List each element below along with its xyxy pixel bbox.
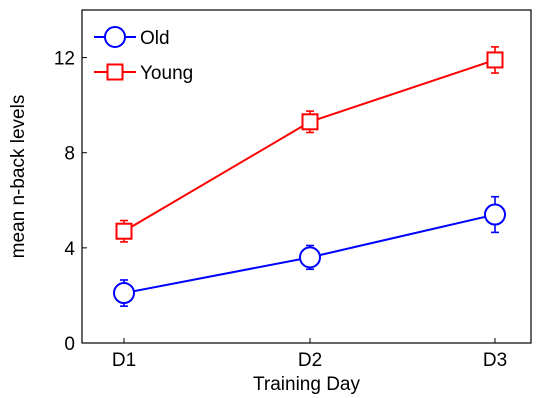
data-point [299,246,321,269]
data-point [301,113,319,131]
y-tick-label: 4 [64,239,75,260]
x-axis-label: Training Day [253,374,361,395]
legend-label: Young [140,63,193,84]
series-line [123,59,496,233]
legend-item-young: Young [94,63,193,84]
y-axis-label: mean n-back levels [8,95,29,259]
x-axis: D1 D2 D3 [112,338,507,371]
data-point [484,203,506,226]
x-tick-label: D1 [112,350,136,371]
legend: Old Young [94,26,193,84]
data-point [115,222,133,240]
data-point [113,282,135,305]
legend-marker [104,26,126,48]
series-old [113,195,506,307]
y-tick-label: 8 [64,144,75,165]
series-young [115,46,504,243]
x-tick-label: D3 [483,350,507,371]
y-tick-label: 0 [64,334,75,355]
legend-label: Old [140,28,170,49]
x-tick-label: D2 [298,350,322,371]
legend-item-old: Old [94,26,170,49]
y-axis: 0 4 8 12 [54,49,87,355]
y-tick-label: 12 [54,49,75,70]
data-point [486,51,504,69]
series-layer [113,46,506,307]
plot-border [81,9,532,344]
plot-frame [81,9,532,344]
legend-marker [106,63,124,81]
